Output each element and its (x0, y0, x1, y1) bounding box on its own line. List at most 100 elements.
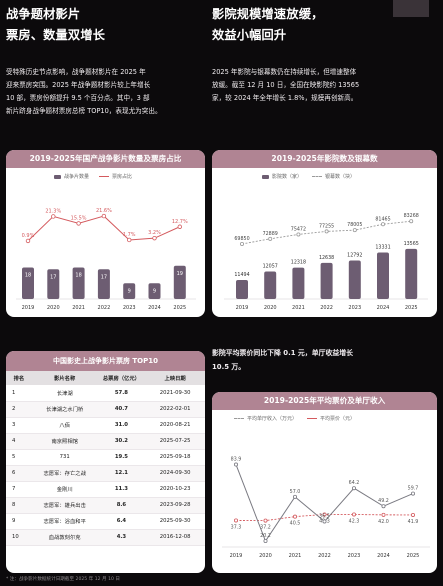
line-point (76, 221, 81, 226)
table-cell: 血战敦刻尔克 (31, 529, 98, 546)
line-point (233, 518, 238, 523)
legend-label: 战争片数量 (64, 174, 90, 180)
left-paragraph-line: 新片跻身战争题材票房总榜 TOP10，表现尤为突出。 (6, 107, 162, 115)
bar-label: 13331 (375, 244, 390, 250)
table-cell: 志愿军：存亡之战 (31, 465, 98, 482)
bar (173, 265, 186, 299)
legend-label: 平均票价（元） (320, 416, 356, 422)
left-heading-line-1: 战争题材影片 (6, 7, 81, 21)
table-cell: 长津湖之水门桥 (31, 401, 98, 418)
left-paragraph-line: 10 部，票房份额提升 9.5 个百分点。其中，3 部 (6, 94, 150, 102)
table-row: 2 长津湖之水门桥 40.7 2022-02-01 (6, 401, 205, 418)
corner-tab (393, 0, 429, 17)
table-row: 8 志愿军：雄兵出击 8.6 2023-09-28 (6, 497, 205, 514)
table-cell: 31.0 (97, 417, 146, 434)
table-cell: 10 (6, 529, 32, 546)
line-label: 64.2 (349, 480, 360, 486)
x-tick-label: 2023 (348, 305, 361, 311)
x-tick-label: 2021 (289, 553, 302, 559)
line-point (381, 512, 386, 517)
table-cell: 金刚川 (31, 481, 98, 498)
bar (377, 252, 389, 299)
table-cell: 57.8 (97, 385, 146, 402)
x-tick-label: 2021 (72, 305, 85, 311)
line-point (352, 228, 357, 233)
bar (97, 269, 110, 299)
line-point (293, 514, 298, 519)
chart-legend: 影院数（家） 银幕数（块） (262, 173, 355, 180)
table-header-cell: 影片名称 (31, 371, 98, 385)
line-point (296, 232, 301, 237)
right-paragraph-line: 放缓。截至 12 月 10 日，全国在映影院约 13565 (212, 81, 360, 89)
bar-label: 13565 (404, 241, 419, 247)
table-cell: 12.1 (97, 465, 146, 482)
legend-item: 银幕数（块） (312, 173, 355, 180)
line-point (409, 219, 414, 224)
line-label: 21.6% (96, 208, 112, 214)
table-cell: 4 (6, 433, 32, 450)
bar (22, 267, 34, 299)
line-point (410, 512, 415, 517)
table-cell: 2020-08-21 (145, 417, 205, 434)
x-tick-label: 2024 (148, 305, 161, 311)
line-label: 37.3 (231, 524, 242, 530)
table-cell: 9 (6, 513, 32, 530)
table-cell: 2022-02-01 (145, 401, 205, 418)
war-films-chart: 18 2019 17 2020 18 2021 17 2022 9 2023 9 2024 19 2025… (16, 208, 196, 311)
table-cell: 4.3 (97, 529, 146, 546)
bar (123, 283, 136, 299)
chart-title: 2019-2025年国产战争影片数量及票房占比 (6, 150, 205, 168)
table-row: 5 731 19.5 2025-09-18 (6, 449, 205, 466)
bar (320, 262, 333, 299)
left-paragraph: 受特殊历史节点影响，战争题材影片在 2025 年 迎来票房突围。2025 年战争… (6, 66, 212, 118)
table-cell: 2025-07-25 (145, 433, 205, 450)
line-point (263, 538, 268, 543)
line-label: 41.9 (408, 519, 419, 525)
footnote: * 注：战争影片数据统计日期截至 2025 年 12 月 10 日 (6, 577, 120, 582)
table-cell: 2025-09-30 (145, 513, 205, 530)
left-heading: 战争题材影片 票房、数量双增长 (6, 4, 105, 46)
table-header-cell: 总票房（亿元） (97, 371, 146, 385)
legend-label: 影院数（家） (272, 174, 303, 180)
bar (47, 269, 60, 299)
bar (292, 267, 305, 299)
line-label: 1.7% (123, 232, 136, 238)
bar-label: 12318 (291, 260, 306, 266)
line-point (322, 512, 327, 517)
cinemas-chart-panel: 2019-2025年影院数及银幕数 影院数（家） 银幕数（块） 11494 201… (212, 150, 437, 317)
table-row: 10 血战敦刻尔克 4.3 2016-12-08 (6, 529, 205, 546)
x-tick-label: 2022 (98, 305, 111, 311)
table-cell: 6 (6, 465, 32, 482)
line-point (233, 462, 238, 467)
line-point (381, 504, 386, 509)
line-label: 0.9% (22, 233, 35, 239)
chart-legend: 平均单厅收入（万元） 平均票价（元） (234, 415, 355, 422)
line-point (322, 519, 327, 524)
legend-label: 平均单厅收入（万元） (247, 416, 298, 422)
x-tick-label: 2022 (320, 305, 333, 311)
x-tick-label: 2019 (22, 305, 35, 311)
x-tick-label: 2020 (259, 553, 272, 559)
table-row: 7 金刚川 11.3 2020-10-23 (6, 481, 205, 498)
line-point (101, 213, 107, 219)
line-label: 77255 (319, 223, 334, 229)
x-tick-label: 2025 (407, 553, 420, 559)
line-label: 37.2 (260, 525, 271, 531)
line-label: 59.7 (408, 486, 419, 492)
line-label: 36.5 (319, 513, 330, 519)
legend-item: 平均票价（元） (307, 415, 355, 422)
table-cell: 731 (31, 449, 98, 466)
x-tick-label: 2023 (123, 305, 136, 311)
table-cell: 6.4 (97, 513, 146, 530)
line-label: 20.2 (260, 533, 271, 539)
table-header-row: 排名 影片名称 总票房（亿元） 上映日期 (6, 371, 205, 385)
table-cell: 长津湖 (31, 385, 98, 402)
line-label: 49.2 (378, 498, 389, 504)
bar (264, 271, 277, 299)
table-cell: 11.3 (97, 481, 146, 498)
chart-title: 2019-2025年平均票价及单厅收入 (212, 392, 437, 410)
chart-legend: 战争片数量 票房占比 (54, 173, 132, 180)
table-cell: 19.5 (97, 449, 146, 466)
table-cell: 5 (6, 449, 32, 466)
bar-label: 18 (75, 273, 81, 279)
